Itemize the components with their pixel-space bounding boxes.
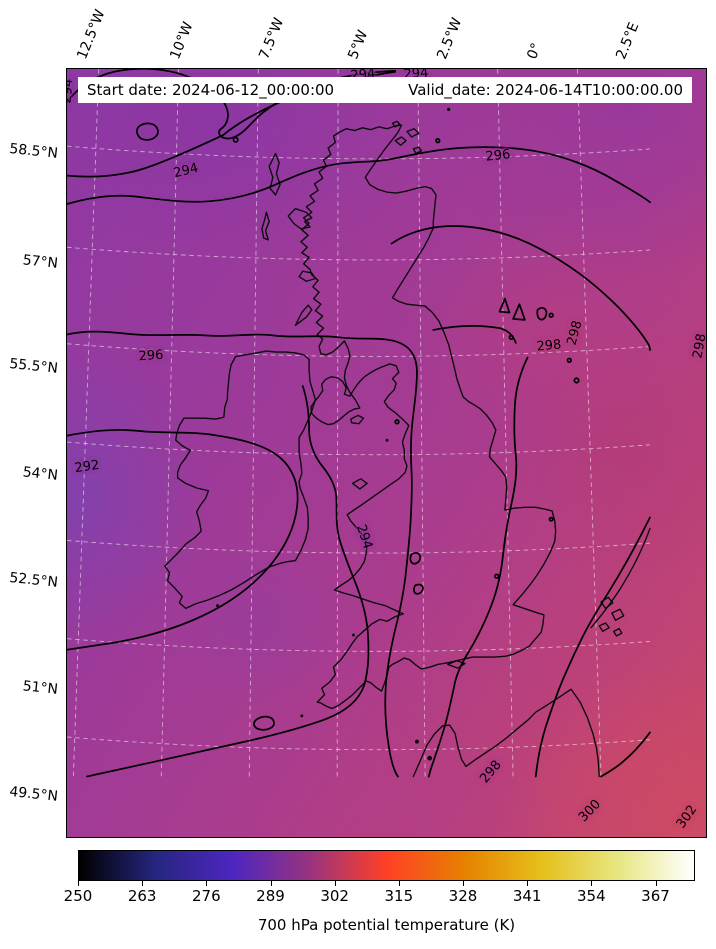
lon-tick-label: 7.5°W bbox=[256, 15, 288, 62]
colorbar-tick-mark bbox=[142, 881, 144, 886]
colorbar-tick-mark bbox=[463, 881, 464, 886]
lon-tick-label: 5°W bbox=[345, 28, 372, 62]
colorbar-tick-label: 250 bbox=[63, 887, 93, 905]
graticule-gridlines bbox=[67, 69, 651, 777]
start-date-text: Start date: 2024-06-12_00:00:00 bbox=[87, 81, 335, 99]
map-canvas: 294 296 296 292 294 298 298 298 298 300 302 294 294 2… bbox=[66, 68, 707, 838]
colorbar-tick-mark bbox=[398, 881, 400, 886]
colorbar-tick-label: 341 bbox=[512, 887, 542, 905]
colorbar-tick-label: 354 bbox=[577, 887, 606, 905]
colorbar-tick-label: 263 bbox=[127, 887, 157, 905]
lat-tick-label: 52.5°N bbox=[8, 569, 59, 591]
contour-label-294: 294 bbox=[66, 77, 77, 105]
title-bar: Start date: 2024-06-12_00:00:00 Valid_da… bbox=[78, 77, 692, 103]
lat-tick-label: 54°N bbox=[21, 464, 59, 484]
colorbar-tick-mark bbox=[206, 881, 208, 886]
colorbar-tick-mark bbox=[655, 881, 657, 886]
colorbar-tick-label: 328 bbox=[448, 887, 478, 905]
colorbar-tick-mark bbox=[527, 881, 529, 886]
contour-lines bbox=[67, 69, 651, 778]
contour-label-298: 298 bbox=[535, 337, 563, 355]
coastlines bbox=[164, 107, 651, 778]
contour-label-296: 296 bbox=[138, 347, 164, 365]
lon-tick-label: 2.5°W bbox=[434, 15, 466, 62]
colorbar bbox=[78, 850, 695, 881]
colorbar-tick-label: 367 bbox=[641, 887, 670, 905]
colorbar-tick-label: 289 bbox=[256, 887, 285, 905]
colorbar-tick-mark bbox=[591, 881, 593, 886]
contour-label-298: 298 bbox=[690, 332, 707, 360]
lat-tick-label: 55.5°N bbox=[8, 355, 59, 377]
colorbar-tick-mark bbox=[334, 881, 336, 886]
contour-label-296: 296 bbox=[484, 147, 512, 165]
lat-tick-label: 49.5°N bbox=[8, 783, 59, 805]
colorbar-caption: 700 hPa potential temperature (K) bbox=[257, 916, 516, 934]
lat-tick-label: 58.5°N bbox=[8, 140, 59, 162]
valid-date-text: Valid_date: 2024-06-14T10:00:00.00 bbox=[408, 81, 683, 99]
map-layers bbox=[67, 69, 651, 778]
colorbar-tick-label: 276 bbox=[192, 887, 221, 905]
lon-tick-label: 2.5°E bbox=[613, 20, 643, 62]
colorbar-tick-label: 315 bbox=[384, 887, 414, 905]
lon-tick-label: 10°W bbox=[167, 19, 197, 62]
colorbar-tick-label: 302 bbox=[320, 887, 349, 905]
lat-tick-label: 51°N bbox=[21, 678, 59, 698]
lat-tick-label: 57°N bbox=[21, 252, 59, 272]
colorbar-tick-mark bbox=[270, 881, 272, 886]
colorbar-tick-mark bbox=[78, 881, 79, 886]
contour-label-292: 292 bbox=[73, 457, 101, 477]
lon-tick-label: 0° bbox=[524, 40, 546, 62]
lon-tick-label: 12.5°W bbox=[74, 7, 109, 62]
